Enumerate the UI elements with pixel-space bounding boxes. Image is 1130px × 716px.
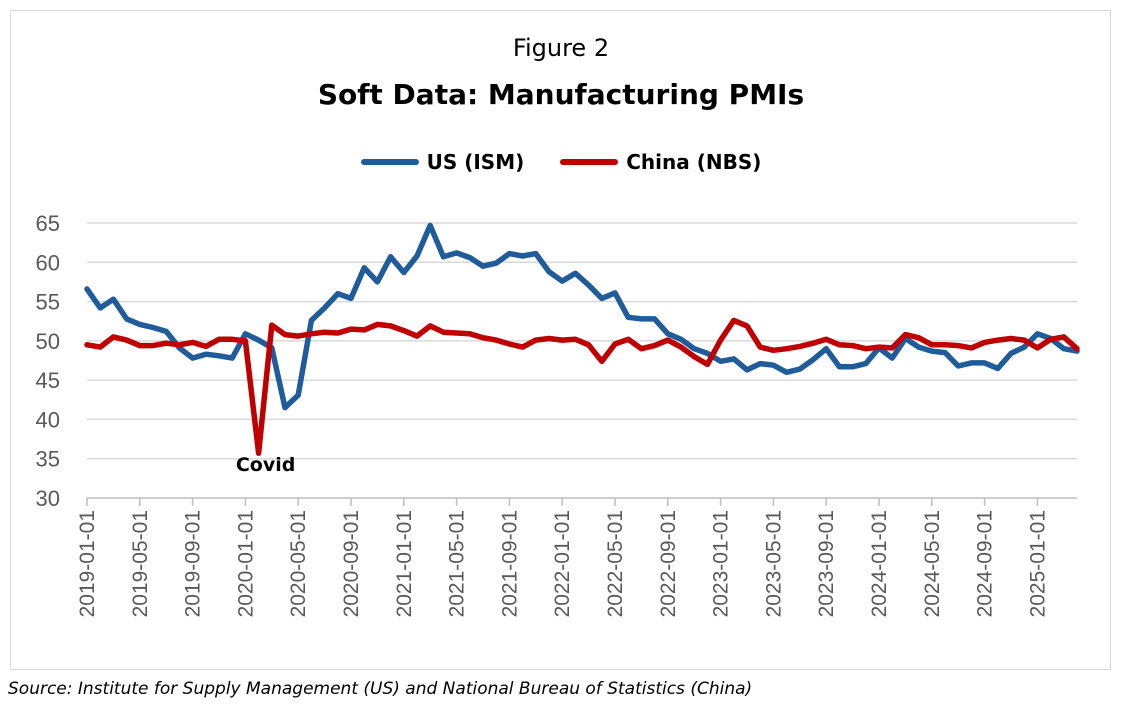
chart-title: Soft Data: Manufacturing PMIs bbox=[317, 78, 805, 111]
x-tick-label: 2022-05-01 bbox=[604, 510, 627, 617]
x-tick-label: 2022-09-01 bbox=[657, 510, 680, 617]
y-tick-label: 60 bbox=[36, 250, 60, 275]
x-tick-label: 2024-05-01 bbox=[921, 510, 944, 617]
series-lines bbox=[84, 222, 1080, 456]
legend-swatch-us bbox=[360, 159, 419, 165]
figure-label: Figure 2 bbox=[512, 34, 610, 62]
x-tick-label: 2021-05-01 bbox=[446, 510, 469, 617]
x-tick-label: 2019-09-01 bbox=[182, 510, 205, 617]
y-tick-label: 45 bbox=[36, 368, 60, 393]
x-tick-label: 2019-05-01 bbox=[129, 510, 152, 617]
x-tick-label: 2023-05-01 bbox=[762, 510, 785, 617]
x-tick-label: 2019-01-01 bbox=[76, 510, 99, 617]
series-line-us bbox=[84, 222, 1080, 411]
tick-labels: 30 35 40 45 50 55 60 65 2019-01-01 2019-05-01 2019… bbox=[36, 211, 1050, 617]
legend-item-china: China (NBS) bbox=[560, 150, 761, 174]
x-tick-label: 2020-09-01 bbox=[340, 510, 363, 617]
legend-label-china: China (NBS) bbox=[626, 150, 762, 174]
y-tick-label: 30 bbox=[36, 486, 60, 511]
x-tick-label: 2020-05-01 bbox=[287, 510, 310, 617]
source-note: Source: Institute for Supply Management … bbox=[8, 679, 753, 699]
legend: US (ISM) China (NBS) bbox=[0, 150, 1122, 174]
y-tick-label: 65 bbox=[36, 211, 60, 236]
legend-label-us: US (ISM) bbox=[426, 150, 525, 174]
y-tick-label: 40 bbox=[36, 407, 60, 432]
series-line-china bbox=[84, 317, 1080, 456]
annotations: Covid bbox=[236, 454, 296, 476]
y-tick-label: 55 bbox=[36, 290, 60, 315]
axes bbox=[86, 497, 1077, 506]
y-tick-label: 50 bbox=[36, 329, 60, 354]
x-tick-label: 2020-01-01 bbox=[234, 510, 257, 617]
x-tick-label: 2022-01-01 bbox=[551, 510, 574, 617]
y-tick-label: 35 bbox=[36, 447, 60, 472]
legend-swatch-china bbox=[560, 159, 619, 165]
x-tick-label: 2024-09-01 bbox=[974, 510, 997, 617]
x-tick-label: 2023-01-01 bbox=[710, 510, 733, 617]
x-tick-label: 2025-01-01 bbox=[1026, 510, 1049, 617]
x-tick-label: 2021-09-01 bbox=[498, 510, 521, 617]
annotation-covid: Covid bbox=[236, 454, 296, 476]
x-tick-label: 2021-01-01 bbox=[393, 510, 416, 617]
x-tick-label: 2023-09-01 bbox=[815, 510, 838, 617]
legend-item-us: US (ISM) bbox=[360, 150, 525, 174]
x-tick-label: 2024-01-01 bbox=[868, 510, 891, 617]
